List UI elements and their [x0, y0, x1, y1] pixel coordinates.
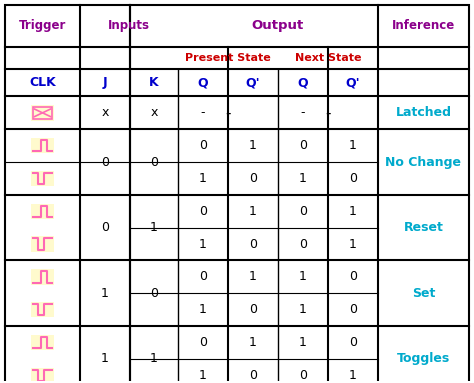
Text: Next State: Next State [295, 52, 361, 63]
Text: J: J [103, 76, 107, 89]
Text: Inference: Inference [392, 20, 455, 32]
Text: 0: 0 [101, 221, 109, 234]
Text: CLK: CLK [29, 76, 56, 89]
Text: 1: 1 [101, 287, 109, 300]
Text: Q: Q [298, 76, 308, 89]
Text: Trigger: Trigger [19, 20, 66, 32]
Text: x: x [150, 106, 158, 119]
Text: -: - [201, 106, 205, 119]
FancyBboxPatch shape [31, 105, 55, 121]
Text: 1: 1 [249, 270, 257, 283]
Text: 1: 1 [199, 237, 207, 250]
Text: -: - [325, 105, 331, 120]
Text: 1: 1 [249, 139, 257, 152]
Text: 0: 0 [150, 287, 158, 300]
Text: 0: 0 [249, 237, 257, 250]
Text: 1: 1 [299, 336, 307, 349]
Text: 1: 1 [249, 336, 257, 349]
Text: Inputs: Inputs [108, 20, 150, 32]
Text: 1: 1 [299, 303, 307, 316]
Text: 1: 1 [349, 139, 357, 152]
Bar [33, 107, 53, 119]
Text: 0: 0 [199, 205, 207, 218]
FancyBboxPatch shape [31, 368, 55, 383]
Text: 0: 0 [299, 237, 307, 250]
Text: 1: 1 [199, 172, 207, 185]
Text: 1: 1 [299, 270, 307, 283]
Text: 1: 1 [299, 172, 307, 185]
Text: 1: 1 [349, 237, 357, 250]
Text: Q: Q [198, 76, 208, 89]
Text: Toggles: Toggles [397, 352, 450, 365]
Text: 1: 1 [101, 352, 109, 365]
Text: 1: 1 [249, 205, 257, 218]
Text: 1: 1 [349, 369, 357, 382]
Text: Set: Set [412, 287, 435, 300]
Text: Output: Output [252, 20, 304, 32]
Text: 0: 0 [150, 155, 158, 169]
Text: 0: 0 [349, 336, 357, 349]
Text: 0: 0 [299, 139, 307, 152]
FancyBboxPatch shape [31, 203, 55, 219]
Text: Q': Q' [346, 76, 360, 89]
Text: 0: 0 [349, 172, 357, 185]
Text: x: x [101, 106, 109, 119]
Text: Latched: Latched [395, 106, 452, 119]
Text: 1: 1 [150, 352, 158, 365]
FancyBboxPatch shape [31, 335, 55, 350]
FancyBboxPatch shape [31, 302, 55, 318]
Text: 0: 0 [199, 270, 207, 283]
Text: 0: 0 [249, 303, 257, 316]
Text: Present State: Present State [185, 52, 271, 63]
Text: -: - [301, 106, 305, 119]
Text: 1: 1 [199, 303, 207, 316]
Text: 0: 0 [101, 155, 109, 169]
Text: 1: 1 [199, 369, 207, 382]
Text: 0: 0 [349, 270, 357, 283]
Text: 0: 0 [349, 303, 357, 316]
Text: Q': Q' [246, 76, 260, 89]
FancyBboxPatch shape [31, 269, 55, 285]
Text: 0: 0 [299, 369, 307, 382]
FancyBboxPatch shape [31, 138, 55, 153]
Text: -: - [225, 105, 231, 120]
FancyBboxPatch shape [31, 236, 55, 252]
Text: 0: 0 [199, 336, 207, 349]
FancyBboxPatch shape [31, 171, 55, 186]
Text: Reset: Reset [403, 221, 444, 234]
Text: 0: 0 [199, 139, 207, 152]
Text: 0: 0 [249, 369, 257, 382]
Text: No Change: No Change [385, 155, 462, 169]
Text: 1: 1 [349, 205, 357, 218]
Text: K: K [149, 76, 159, 89]
Text: 1: 1 [150, 221, 158, 234]
Text: 0: 0 [299, 205, 307, 218]
Text: 0: 0 [249, 172, 257, 185]
